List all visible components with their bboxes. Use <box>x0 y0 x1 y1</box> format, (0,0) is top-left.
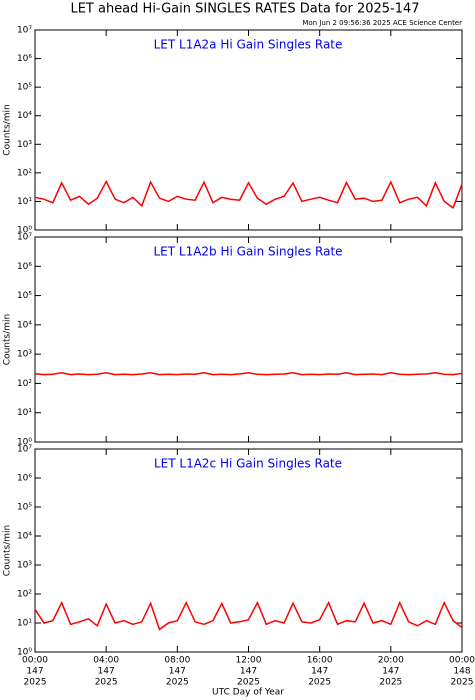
x-tick-label: 04:00 <box>93 656 119 666</box>
y-tick-label: 10⁰ <box>17 226 32 236</box>
y-tick-label: 10⁴ <box>17 532 32 542</box>
panel-frame <box>34 236 463 443</box>
x-tick-label: 00:00 <box>449 656 475 666</box>
y-tick-label: 10¹ <box>17 408 32 418</box>
x-tick-sublabel: 147 <box>169 667 186 677</box>
x-axis-label: UTC Day of Year <box>212 688 284 698</box>
y-tick-label: 10⁷ <box>17 233 32 243</box>
y-tick-label: 10⁶ <box>17 474 32 484</box>
y-tick-label: 10³ <box>17 561 32 571</box>
data-line <box>34 179 463 209</box>
x-tick-label: 00:00 <box>22 656 48 666</box>
y-tick-label: 10³ <box>17 350 32 360</box>
y-tick-label: 10⁶ <box>17 54 32 64</box>
x-tick-sublabel: 147 <box>311 667 328 677</box>
x-tick-label: 16:00 <box>307 656 333 666</box>
y-tick-label: 10² <box>17 168 32 178</box>
data-line <box>34 600 463 631</box>
x-tick-label: 12:00 <box>236 656 262 666</box>
y-tick-label: 10² <box>17 379 32 389</box>
panel-title: LET L1A2a Hi Gain Singles Rate <box>154 38 343 52</box>
x-tick-sublabel: 147 <box>26 667 43 677</box>
page-title: LET ahead Hi-Gain SINGLES RATES Data for… <box>70 2 419 17</box>
y-tick-label: 10⁷ <box>17 445 32 455</box>
y-tick-label: 10² <box>17 590 32 600</box>
x-tick-sublabel: 148 <box>453 667 470 677</box>
x-tick-sublabel: 2025 <box>237 678 260 688</box>
y-tick-label: 10¹ <box>17 197 32 207</box>
y-tick-label: 10¹ <box>17 619 32 629</box>
subtitle: Mon Jun 2 09:56:36 2025 ACE Science Cent… <box>302 19 462 27</box>
x-tick-sublabel: 147 <box>240 667 257 677</box>
y-tick-label: 10⁴ <box>17 320 32 330</box>
y-tick-label: 10⁴ <box>17 111 32 121</box>
y-axis-label: Counts/min <box>3 314 13 365</box>
x-tick-sublabel: 2025 <box>24 678 47 688</box>
x-tick-sublabel: 2025 <box>95 678 118 688</box>
x-tick-sublabel: 2025 <box>166 678 189 688</box>
x-tick-sublabel: 147 <box>98 667 115 677</box>
x-tick-label: 20:00 <box>378 656 404 666</box>
panel-title: LET L1A2c Hi Gain Singles Rate <box>154 457 342 471</box>
y-tick-label: 10⁵ <box>17 503 32 513</box>
y-axis-label: Counts/min <box>3 525 13 576</box>
panel-title: LET L1A2b Hi Gain Singles Rate <box>153 245 342 259</box>
data-line <box>34 372 463 376</box>
x-tick-sublabel: 2025 <box>451 678 474 688</box>
x-tick-sublabel: 147 <box>382 667 399 677</box>
x-tick-label: 08:00 <box>164 656 190 666</box>
y-tick-label: 10⁶ <box>17 262 32 272</box>
y-tick-label: 10⁵ <box>17 83 32 93</box>
y-tick-label: 10⁰ <box>17 438 32 448</box>
x-tick-sublabel: 2025 <box>308 678 331 688</box>
y-tick-label: 10⁷ <box>17 26 32 36</box>
y-tick-label: 10⁵ <box>17 291 32 301</box>
y-tick-label: 10⁰ <box>17 648 32 658</box>
y-tick-label: 10³ <box>17 140 32 150</box>
y-axis-label: Counts/min <box>3 104 13 155</box>
x-tick-sublabel: 2025 <box>379 678 402 688</box>
